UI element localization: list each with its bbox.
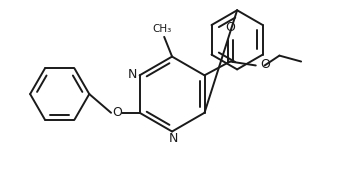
Text: O: O [112, 106, 122, 119]
Text: O: O [261, 58, 270, 71]
Text: N: N [169, 132, 178, 145]
Text: CH₃: CH₃ [153, 24, 172, 34]
Text: O: O [225, 21, 235, 34]
Text: N: N [128, 68, 137, 81]
